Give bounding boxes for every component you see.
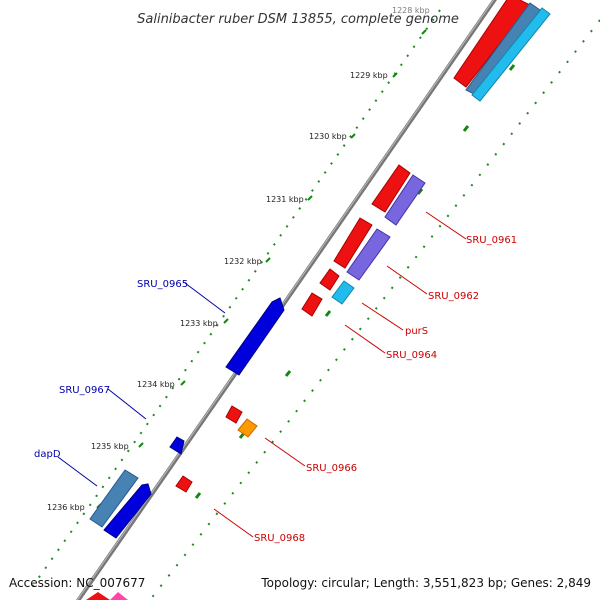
cds-feature-sru0962-red (333, 217, 373, 269)
label-dapd[interactable]: dapD (34, 449, 61, 460)
outer-scale-track (29, 9, 441, 591)
cds-feature-sru0966-orange (237, 418, 258, 438)
tick-label-1235: 1235 kbp (91, 442, 129, 451)
cds-feature-sru0961-purple (384, 174, 426, 226)
label-sru-0964[interactable]: SRU_0964 (386, 350, 437, 361)
cds-feature-sru0965 (225, 297, 285, 376)
cds-feature-purs-skyblue (331, 280, 355, 305)
inner-track-dashes (194, 64, 516, 499)
cds-feature-dapd-blue (103, 483, 152, 539)
tick-label-1230: 1230 kbp (309, 132, 347, 141)
tick-label-1231: 1231 kbp (266, 195, 304, 204)
inner-scale-track (149, 19, 600, 600)
cds-feature-sru0966-red (225, 405, 243, 424)
tick-mark (138, 442, 144, 448)
scale-ticks: 1228 kbp 1229 kbp 1230 kbp 1231 kbp 1232… (47, 6, 430, 512)
map-title: Salinibacter ruber DSM 13855, complete g… (137, 12, 459, 27)
tick-label-1229: 1229 kbp (350, 71, 388, 80)
callout-lines (57, 211, 467, 538)
tick-label-1233: 1233 kbp (180, 319, 218, 328)
cds-feature-purs-red (319, 268, 340, 291)
tick-mark (421, 29, 427, 35)
accession-text: Accession: NC_007677 (9, 576, 145, 590)
label-sru-0965[interactable]: SRU_0965 (137, 279, 188, 290)
tick-mark (392, 72, 398, 78)
genome-backbone-highlight (76, 0, 495, 600)
genome-backbone (76, 0, 497, 600)
tick-label-1232: 1232 kbp (224, 257, 262, 266)
genome-summary-text: Topology: circular; Length: 3,551,823 bp… (260, 576, 591, 590)
cds-feature-top-skyblue (471, 7, 551, 102)
cds-feature-sru0962-purple (346, 228, 391, 281)
label-sru-0967[interactable]: SRU_0967 (59, 385, 110, 396)
cds-feature-sru0961-red (371, 164, 411, 213)
cds-feature-sru0968-red (175, 475, 193, 493)
forward-features (86, 0, 551, 600)
label-sru-0961[interactable]: SRU_0961 (466, 235, 517, 246)
label-sru-0966[interactable]: SRU_0966 (306, 463, 357, 474)
tick-mark (265, 257, 271, 263)
label-purs[interactable]: purS (405, 326, 428, 337)
tick-mark (223, 318, 229, 324)
cds-feature-bottom-pink (110, 592, 128, 600)
tick-mark (307, 195, 313, 201)
tick-mark (350, 133, 356, 139)
cds-feature-dapd (89, 469, 139, 528)
label-sru-0962[interactable]: SRU_0962 (428, 291, 479, 302)
tick-mark (180, 380, 186, 386)
gene-labels: SRU_0961 SRU_0962 purS SRU_0964 SRU_0966… (34, 235, 517, 544)
cds-feature-sru0967 (169, 436, 185, 455)
tick-label-1228: 1228 kbp (392, 6, 430, 15)
cds-feature-sru0964-red (301, 292, 323, 317)
cds-feature-bottom-red (86, 592, 110, 600)
cds-feature-top-red (453, 0, 531, 88)
reverse-features (89, 297, 285, 539)
label-sru-0968[interactable]: SRU_0968 (254, 533, 305, 544)
tick-label-1236: 1236 kbp (47, 503, 85, 512)
tick-label-1234: 1234 kbp (137, 380, 175, 389)
